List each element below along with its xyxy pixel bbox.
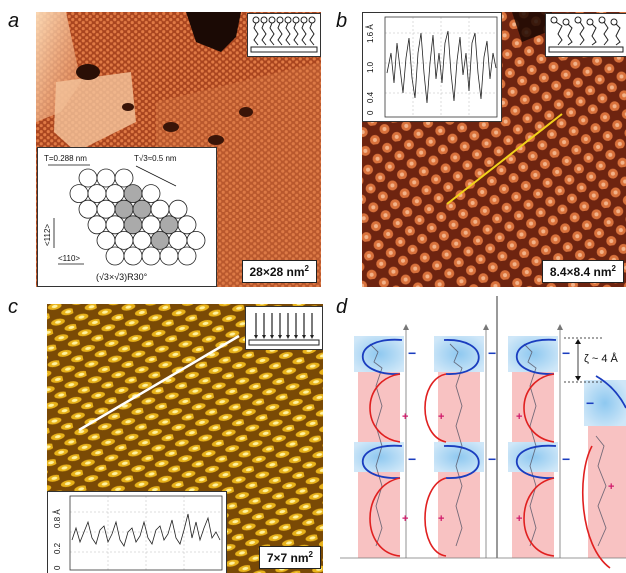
minus-sign: − [586, 395, 594, 411]
height-profile-b: 0 0.4 1.0 1.6 Å [362, 12, 502, 122]
lattice-atom [177, 246, 197, 266]
model-diagram-d: − − − − − − − + + + + + + + ζ ~ 4 Å [340, 296, 626, 573]
lattice-schematic: T=0.288 nm T√3≈0.5 nm <112> <110> (√3×√3… [37, 147, 217, 287]
panel-label-c: c [8, 296, 18, 318]
lattice-atom [87, 215, 107, 235]
lattice-atom [96, 199, 116, 219]
phase-label: (√3×√3)R30° [96, 272, 148, 282]
tick-c-1: 0.2 [53, 542, 62, 554]
lattice-atom [123, 246, 143, 266]
plus-sign: + [438, 411, 444, 423]
lattice-atom [105, 184, 125, 203]
lattice-atom [96, 231, 116, 250]
lattice-atom [123, 184, 143, 203]
scale-label-b: 8.4×8.4 nm2 [541, 260, 624, 283]
lattice-atom [114, 168, 134, 188]
lattice-atom [186, 231, 206, 250]
lattice-atom [141, 246, 161, 266]
tick-c-2: 0.8 Å [53, 509, 62, 528]
plus-sign: + [516, 411, 522, 423]
tick-b-2: 1.0 [366, 61, 375, 73]
lattice-atom [159, 246, 179, 266]
stm-image-c: 0 0.2 0.8 Å 7×7 nm2 [47, 304, 323, 573]
tick-b-1: 0.4 [366, 91, 375, 103]
lattice-atom [159, 215, 179, 235]
model-diagram-graphic: − − − − − − − + + + + + + + ζ ~ 4 Å [340, 296, 626, 569]
molecule-vertical-icon [245, 306, 323, 350]
scale-label-a: 28×28 nm2 [241, 260, 317, 283]
minus-sign: − [488, 345, 496, 361]
plus-sign: + [438, 513, 444, 525]
lattice-atom [150, 199, 170, 219]
lattice-atom [69, 184, 89, 203]
t3-label: T√3≈0.5 nm [134, 154, 177, 163]
minus-sign: − [408, 451, 416, 467]
plus-sign: + [402, 513, 408, 525]
scale-label-c: 7×7 nm2 [258, 546, 321, 569]
tick-b-0: 0 [366, 110, 375, 115]
lattice-atom [177, 215, 197, 235]
lattice-atom [114, 199, 134, 219]
lattice-atom [132, 199, 152, 219]
minus-sign: − [408, 345, 416, 361]
minus-sign: − [488, 451, 496, 467]
zeta-label: ζ ~ 4 Å [584, 352, 619, 365]
lattice-atom [105, 215, 125, 235]
molecule-bent-icon [545, 13, 626, 57]
molecule-standing-icon [247, 13, 321, 57]
lattice-atom [78, 199, 98, 219]
lattice-atom [114, 231, 134, 250]
lattice-atom [150, 231, 170, 250]
panel-label-a: a [8, 10, 20, 32]
lattice-atom [132, 231, 152, 250]
lattice-atom [168, 231, 188, 250]
lattice-atom [96, 168, 116, 188]
stm-image-b: 0 0.4 1.0 1.6 Å 8.4×8.4 nm2 [362, 12, 626, 287]
minus-sign: − [562, 345, 570, 361]
height-profile-c: 0 0.2 0.8 Å [47, 491, 227, 573]
plus-sign: + [516, 513, 522, 525]
minus-sign: − [562, 451, 570, 467]
panel-label-d: d [336, 296, 348, 318]
lattice-atom [105, 246, 125, 266]
lattice-atom [87, 184, 107, 203]
lattice-atom [141, 184, 161, 203]
dir-112-label: <112> [43, 224, 52, 246]
lattice-atom [141, 215, 161, 235]
lattice-atom [78, 168, 98, 188]
dir-110-label: <110> [58, 254, 80, 263]
tick-c-0: 0 [53, 565, 62, 570]
tick-b-3: 1.6 Å [366, 24, 375, 43]
lattice-atom [123, 215, 143, 235]
t-label: T=0.288 nm [44, 154, 87, 163]
lattice-atom [168, 199, 188, 219]
stm-image-a: T=0.288 nm T√3≈0.5 nm <112> <110> (√3×√3… [36, 12, 321, 287]
panel-label-b: b [336, 10, 348, 32]
plus-sign: + [608, 481, 614, 493]
plus-sign: + [402, 411, 408, 423]
